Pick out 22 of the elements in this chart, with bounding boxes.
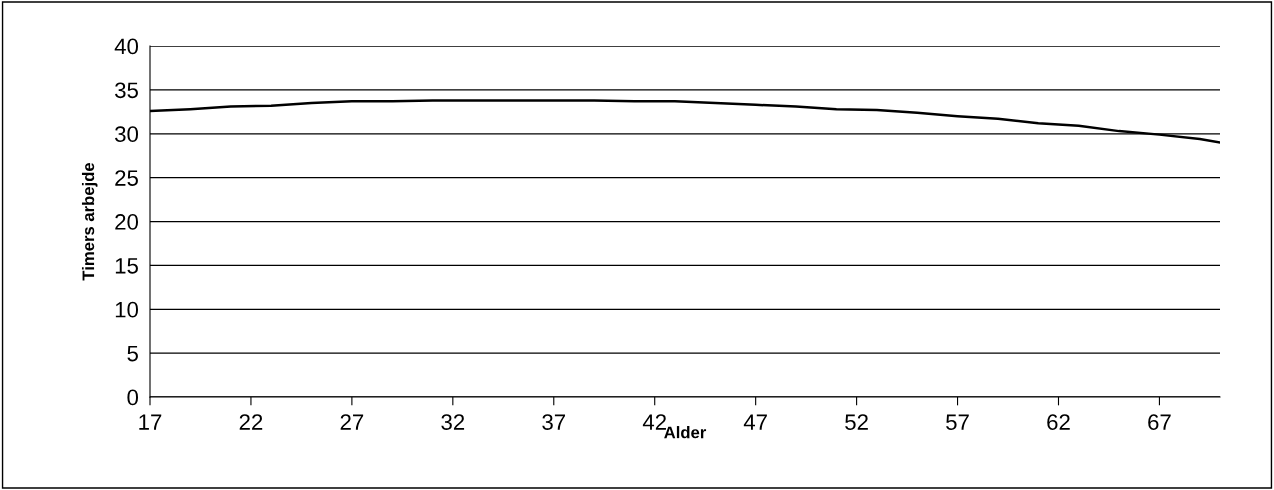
x-axis-title: Alder: [664, 426, 707, 439]
x-tick-label: 52: [845, 414, 868, 430]
y-tick-label: 5: [127, 345, 138, 362]
y-tick-label: 0: [127, 389, 139, 406]
y-tick-label: 35: [115, 82, 138, 99]
x-tick-label: 57: [946, 414, 969, 430]
x-tick-label: 42: [642, 414, 666, 430]
x-tick-label: 32: [441, 414, 465, 430]
x-tick-label: 22: [239, 414, 263, 430]
y-axis-title: Timers arbejde: [81, 162, 98, 281]
y-tick-label: 20: [115, 214, 139, 230]
x-tick-label: 17: [139, 414, 162, 430]
y-tick-label: 10: [115, 301, 139, 318]
x-tick-label: 37: [542, 414, 566, 430]
y-tick-label: 30: [115, 126, 139, 143]
y-tick-label: 40: [114, 38, 139, 55]
x-tick-label: 27: [340, 414, 364, 430]
y-tick-label: 15: [115, 258, 138, 274]
x-tick-label: 67: [1148, 414, 1171, 430]
x-tick-label: 62: [1047, 414, 1070, 430]
x-tick-label: 47: [743, 414, 767, 430]
y-tick-label: 25: [115, 170, 138, 186]
